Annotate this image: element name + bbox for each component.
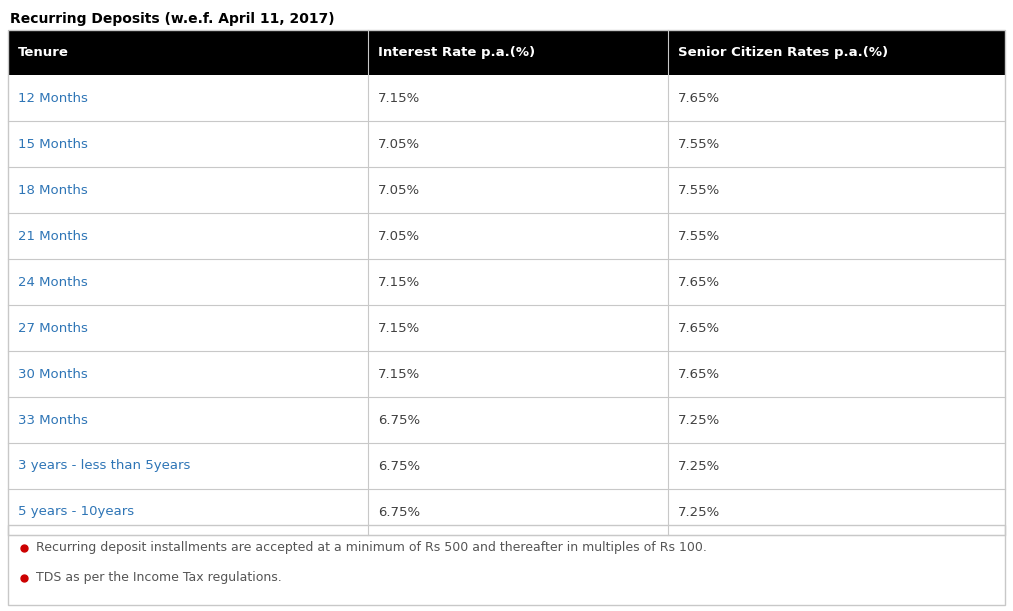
Text: 7.05%: 7.05%	[378, 230, 420, 243]
Text: 7.55%: 7.55%	[678, 230, 720, 243]
Text: 6.75%: 6.75%	[378, 459, 420, 472]
Bar	[8, 525, 1005, 605]
Bar	[8, 213, 1005, 259]
Text: Tenure: Tenure	[18, 46, 69, 59]
Text: 5 years - 10years: 5 years - 10years	[18, 505, 134, 519]
Text: Recurring Deposits (w.e.f. April 11, 2017): Recurring Deposits (w.e.f. April 11, 201…	[10, 12, 334, 26]
Bar	[8, 305, 1005, 351]
Text: 18 Months: 18 Months	[18, 183, 88, 197]
Bar	[8, 351, 1005, 397]
Text: 15 Months: 15 Months	[18, 137, 88, 150]
Text: 7.05%: 7.05%	[378, 137, 420, 150]
Text: 6.75%: 6.75%	[378, 505, 420, 519]
Text: 7.65%: 7.65%	[678, 92, 720, 104]
Text: 7.25%: 7.25%	[678, 505, 720, 519]
Text: 7.25%: 7.25%	[678, 414, 720, 426]
Text: 3 years - less than 5years: 3 years - less than 5years	[18, 459, 190, 472]
Text: TDS as per the Income Tax regulations.: TDS as per the Income Tax regulations.	[36, 571, 282, 584]
Text: 6.75%: 6.75%	[378, 414, 420, 426]
Bar	[8, 30, 1005, 535]
Text: 7.65%: 7.65%	[678, 276, 720, 288]
Text: Senior Citizen Rates p.a.(%): Senior Citizen Rates p.a.(%)	[678, 46, 888, 59]
Bar	[8, 167, 1005, 213]
Bar	[8, 259, 1005, 305]
Text: 7.25%: 7.25%	[678, 459, 720, 472]
Text: 7.05%: 7.05%	[378, 183, 420, 197]
Text: 12 Months: 12 Months	[18, 92, 88, 104]
Text: 7.65%: 7.65%	[678, 367, 720, 381]
Text: 7.55%: 7.55%	[678, 183, 720, 197]
Text: 24 Months: 24 Months	[18, 276, 88, 288]
Bar	[8, 30, 1005, 75]
Bar	[8, 397, 1005, 443]
Text: 7.15%: 7.15%	[378, 321, 420, 334]
Text: 7.15%: 7.15%	[378, 276, 420, 288]
Text: 7.15%: 7.15%	[378, 92, 420, 104]
Bar	[8, 75, 1005, 121]
Text: 33 Months: 33 Months	[18, 414, 88, 426]
Text: 7.55%: 7.55%	[678, 137, 720, 150]
Text: Recurring deposit installments are accepted at a minimum of Rs 500 and thereafte: Recurring deposit installments are accep…	[36, 541, 707, 554]
Text: 21 Months: 21 Months	[18, 230, 88, 243]
Text: 30 Months: 30 Months	[18, 367, 88, 381]
Text: 7.65%: 7.65%	[678, 321, 720, 334]
Bar	[8, 489, 1005, 535]
Bar	[8, 121, 1005, 167]
Text: 7.15%: 7.15%	[378, 367, 420, 381]
Bar	[8, 443, 1005, 489]
Text: 27 Months: 27 Months	[18, 321, 88, 334]
Text: Interest Rate p.a.(%): Interest Rate p.a.(%)	[378, 46, 535, 59]
